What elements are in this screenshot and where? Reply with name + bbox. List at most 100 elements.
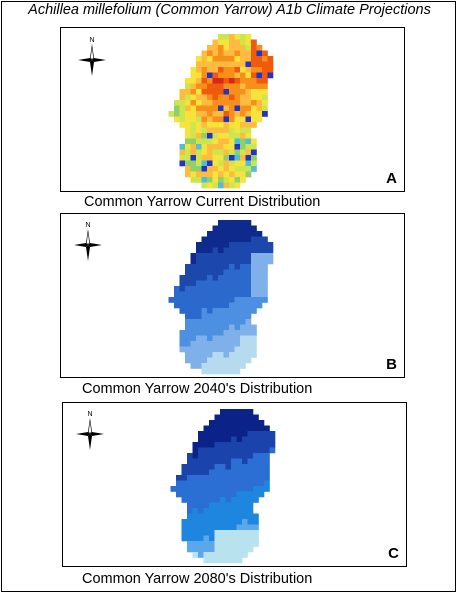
raster-cell	[236, 508, 243, 514]
raster-cell	[245, 116, 252, 123]
raster-cell	[214, 447, 221, 454]
raster-cell	[267, 258, 274, 265]
raster-cell	[229, 83, 235, 90]
raster-cell	[209, 458, 215, 465]
raster-cell	[236, 513, 243, 520]
raster-cell	[218, 171, 224, 178]
raster-cell	[225, 431, 232, 437]
raster-cell	[179, 89, 186, 95]
raster-cell	[218, 335, 224, 342]
raster-cell	[214, 414, 221, 421]
raster-cell	[236, 502, 243, 509]
raster-cell	[229, 72, 235, 79]
raster-cell	[212, 89, 219, 95]
raster-cell	[245, 220, 252, 226]
raster-cell	[223, 116, 230, 123]
raster-cell	[245, 286, 252, 292]
raster-cell	[229, 78, 235, 84]
raster-cell	[179, 341, 186, 347]
raster-cell	[247, 414, 254, 421]
raster-cell	[234, 149, 241, 156]
raster-cell	[253, 431, 259, 437]
raster-cell	[179, 149, 186, 156]
raster-cell	[223, 160, 230, 167]
raster-cell	[231, 530, 237, 536]
raster-cell	[234, 166, 241, 172]
raster-cell	[240, 39, 246, 46]
raster-cell	[218, 182, 224, 189]
raster-cell	[229, 220, 235, 226]
raster-cell	[256, 297, 263, 303]
raster-cell	[256, 269, 263, 276]
raster-cell	[231, 420, 237, 426]
raster-cell	[245, 111, 252, 117]
raster-cell	[247, 475, 254, 481]
raster-cell	[218, 275, 224, 281]
raster-cell	[214, 453, 221, 459]
raster-cell	[196, 111, 202, 117]
raster-cell	[256, 111, 263, 117]
raster-cell	[192, 530, 199, 536]
raster-cell	[229, 144, 235, 150]
raster-cell	[229, 247, 235, 254]
raster-cell	[258, 464, 265, 470]
raster-cell	[234, 177, 241, 183]
raster-cell	[234, 242, 241, 248]
raster-cell	[192, 541, 199, 547]
raster-cell	[245, 166, 252, 172]
raster-cell	[242, 497, 248, 503]
raster-cell	[234, 220, 241, 226]
raster-cell	[256, 264, 263, 270]
raster-cell	[220, 530, 226, 536]
raster-cell	[181, 491, 188, 498]
raster-cell	[201, 313, 208, 320]
raster-cell	[218, 72, 224, 79]
raster-cell	[236, 453, 243, 459]
raster-cell	[187, 469, 193, 476]
raster-cell	[220, 431, 226, 437]
raster-cell	[212, 45, 219, 51]
raster-cell	[220, 442, 226, 448]
raster-cell	[262, 83, 268, 90]
raster-cell	[234, 368, 241, 375]
raster-cell	[229, 61, 235, 68]
raster-cell	[240, 313, 246, 320]
raster-cell	[223, 357, 230, 364]
raster-cell	[207, 236, 213, 243]
raster-cell	[190, 116, 197, 123]
raster-cell	[251, 61, 257, 68]
raster-cell	[190, 133, 197, 139]
raster-cell	[218, 291, 224, 298]
raster-cell	[240, 144, 246, 150]
raster-cell	[247, 469, 254, 476]
raster-cell	[240, 149, 246, 156]
raster-cell	[212, 242, 219, 248]
raster-cell	[245, 308, 252, 314]
raster-cell	[256, 291, 263, 298]
raster-cell	[201, 291, 208, 298]
raster-cell	[214, 513, 221, 520]
raster-cell	[234, 61, 241, 68]
raster-cell	[231, 502, 237, 509]
raster-cell	[234, 319, 241, 325]
raster-cell	[225, 557, 232, 564]
raster-cell	[218, 122, 224, 128]
raster-cell	[212, 368, 219, 375]
raster-cell	[196, 264, 202, 270]
raster-cell	[201, 264, 208, 270]
raster-cell	[251, 160, 257, 167]
raster-cell	[185, 286, 191, 292]
raster-cell	[240, 291, 246, 298]
raster-cell	[251, 45, 257, 51]
raster-cell	[190, 330, 197, 336]
raster-cell	[223, 89, 230, 95]
raster-cell	[247, 420, 254, 426]
raster-cell	[185, 166, 191, 172]
raster-cell	[218, 363, 224, 369]
raster-cell	[212, 357, 219, 364]
raster-cell	[234, 264, 241, 270]
raster-cell	[236, 475, 243, 481]
raster-cell	[223, 236, 230, 243]
raster-cell	[223, 34, 230, 40]
caption-c: Common Yarrow 2080's Distribution	[82, 571, 313, 587]
